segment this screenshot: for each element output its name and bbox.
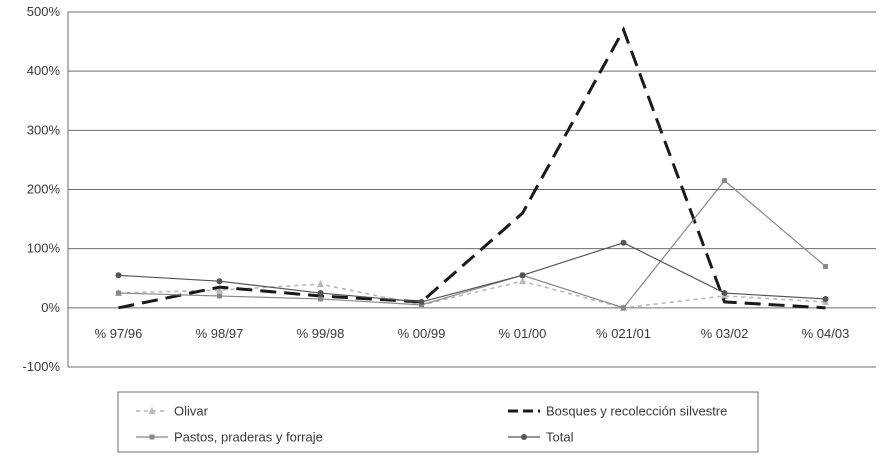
y-tick-label: 0% (41, 300, 60, 315)
legend-label: Total (546, 430, 574, 445)
legend-box (117, 391, 759, 453)
series-3 (115, 239, 829, 305)
series-line (118, 179, 826, 309)
data-point (721, 290, 728, 297)
y-tick-label: 300% (27, 122, 61, 137)
series-2 (116, 178, 828, 311)
legend-marker (521, 434, 527, 440)
y-tick-label: -100% (22, 359, 60, 374)
x-tick-label: % 97/96 (95, 326, 143, 341)
legend-entry: Olivar (136, 404, 209, 419)
series-line (118, 26, 826, 310)
legend-entry: Total (508, 430, 574, 445)
x-tick-label: % 98/97 (196, 326, 244, 341)
series-layer (115, 26, 829, 311)
x-tick-label: % 00/99 (398, 326, 446, 341)
legend-marker (149, 434, 155, 440)
data-point (317, 280, 324, 288)
y-tick-label: 400% (27, 63, 61, 78)
data-point (318, 296, 323, 302)
x-tick-label: % 99/98 (297, 326, 345, 341)
legend-entry: Bosques y recolección silvestre (508, 404, 727, 419)
data-point (217, 293, 222, 299)
x-tick-label: % 021/01 (596, 326, 651, 341)
legend-label: Pastos, praderas y forraje (174, 430, 323, 445)
x-tick-label: % 03/02 (701, 326, 749, 341)
data-point (116, 290, 121, 296)
legend-entry: Pastos, praderas y forraje (136, 430, 323, 445)
y-tick-label: 100% (27, 241, 61, 256)
data-point (216, 286, 223, 294)
x-tick-label: % 01/00 (499, 326, 547, 341)
data-point (822, 295, 829, 302)
x-tick-label: % 04/03 (802, 326, 850, 341)
axis-layer: -100% 0% 100% 200% 300% 400% 500% % 97/96 % 98/9… (22, 4, 849, 374)
legend-label: Olivar (174, 404, 209, 419)
data-point (418, 298, 425, 305)
data-point (115, 272, 122, 279)
data-point (620, 239, 627, 246)
series-1 (118, 26, 826, 310)
series-line (118, 242, 826, 303)
data-point (317, 290, 324, 297)
data-point (823, 263, 828, 269)
legend-marker (148, 407, 156, 414)
y-tick-label: 200% (27, 182, 61, 197)
grid-layer (68, 11, 876, 368)
data-point (621, 305, 626, 311)
data-point (519, 272, 526, 279)
legend: Olivar Bosques y recolección silvestre Pas… (117, 391, 759, 453)
data-point (519, 277, 526, 285)
legend-label: Bosques y recolección silvestre (546, 404, 727, 419)
data-point (722, 178, 727, 184)
y-tick-label: 500% (27, 4, 61, 19)
data-point (216, 278, 223, 285)
